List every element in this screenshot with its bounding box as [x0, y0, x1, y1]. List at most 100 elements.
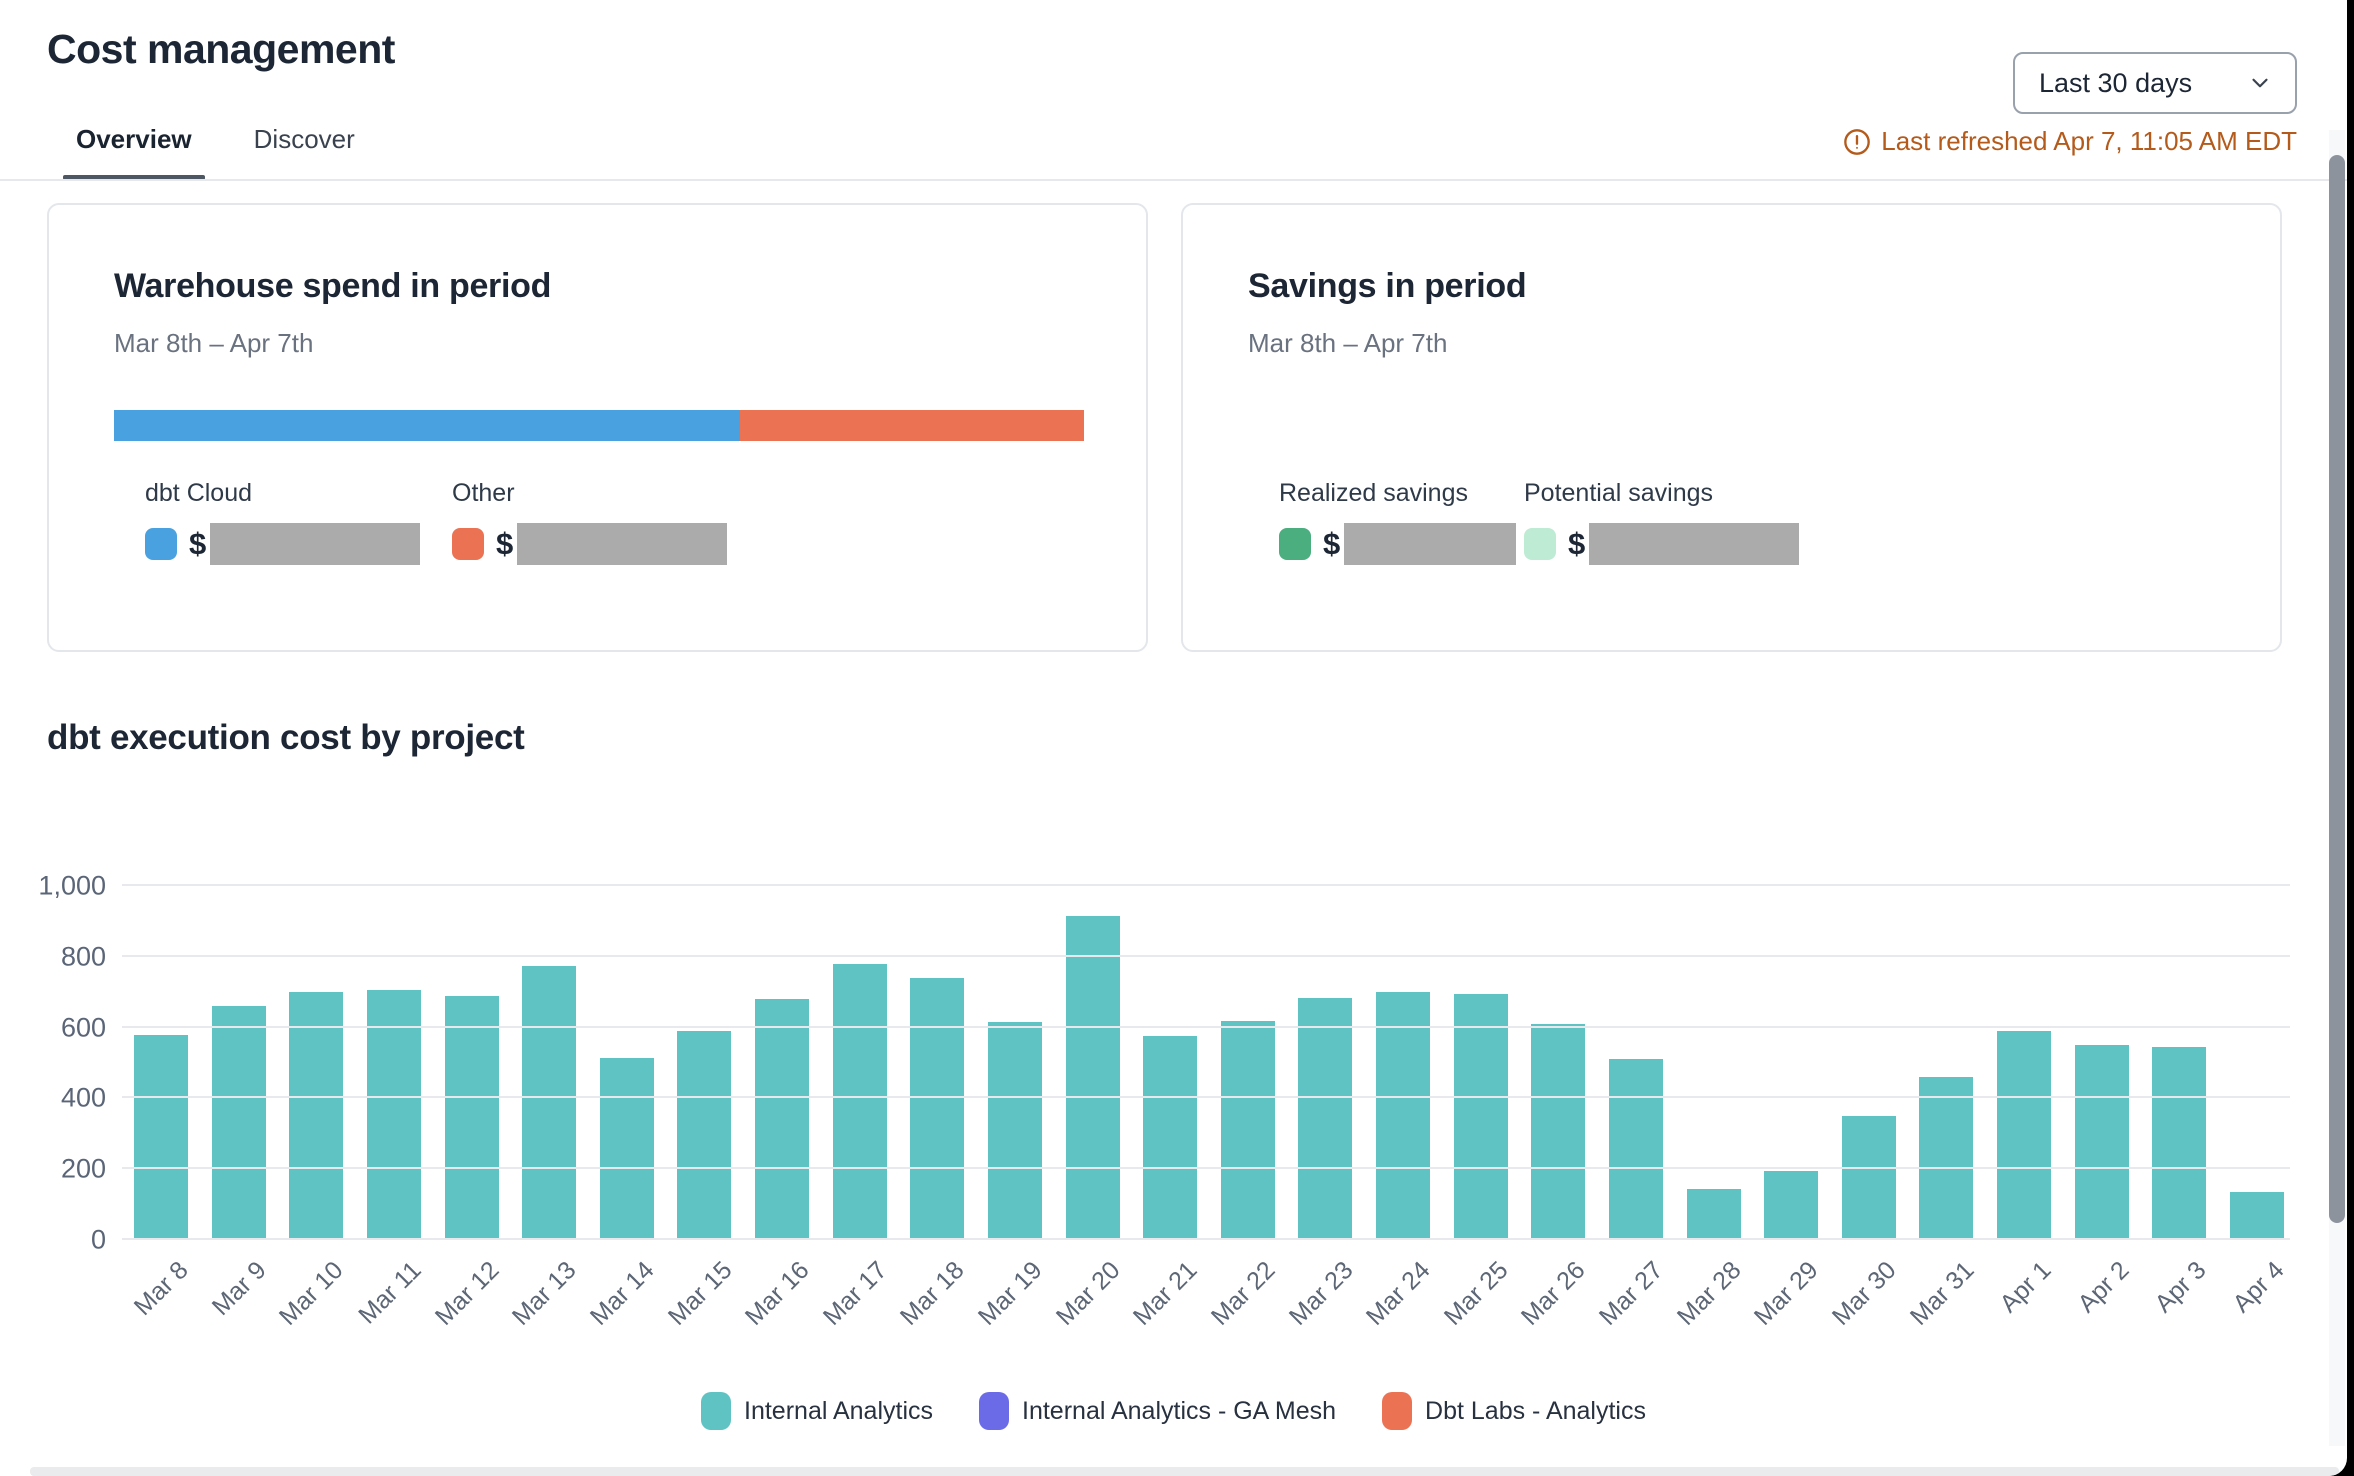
legend-label: Other — [452, 479, 515, 507]
bar-mar-16[interactable] — [755, 999, 809, 1240]
tab-overview[interactable]: Overview — [63, 124, 205, 180]
x-axis-tick: Apr 1 — [1995, 1240, 2057, 1320]
chart-legend-item[interactable]: Internal Analytics - GA Mesh — [979, 1392, 1336, 1430]
legend-label: Internal Analytics - GA Mesh — [1022, 1396, 1337, 1425]
chart-title: dbt execution cost by project — [47, 718, 525, 757]
x-axis-tick: Mar 25 — [1439, 1240, 1514, 1331]
bar-apr-4[interactable] — [2229, 1192, 2284, 1240]
gridline — [122, 1167, 2290, 1170]
x-axis-tick-label: Mar 23 — [1283, 1256, 1359, 1331]
bar-mar-10[interactable] — [289, 992, 344, 1240]
chart-legend: Internal Analytics Internal Analytics - G… — [0, 1392, 2347, 1430]
x-axis-tick: Mar 10 — [274, 1240, 349, 1331]
alert-circle-icon — [1844, 128, 1871, 155]
x-axis-tick-label: Mar 28 — [1671, 1256, 1747, 1331]
currency-symbol: $ — [496, 526, 514, 561]
x-axis-tick: Mar 15 — [662, 1240, 737, 1331]
last-refreshed-text: Last refreshed Apr 7, 11:05 AM EDT — [1881, 126, 2297, 156]
bar-apr-3[interactable] — [2152, 1047, 2207, 1240]
x-axis-tick-label: Mar 31 — [1904, 1256, 1980, 1331]
x-axis-tick-label: Apr 1 — [1994, 1256, 2057, 1319]
y-axis-tick-label: 800 — [60, 941, 106, 972]
x-axis-tick: Mar 16 — [740, 1240, 815, 1331]
redacted-value — [1344, 523, 1517, 565]
chart-x-axis: Mar 8 Mar 9 Mar 10 Mar 11 Mar 12 Mar 13 Mar 14… — [122, 1240, 2290, 1331]
bar-mar-12[interactable] — [444, 995, 499, 1240]
bar-mar-28[interactable] — [1686, 1188, 1741, 1240]
x-axis-tick: Mar 22 — [1206, 1240, 1281, 1331]
y-axis-tick-label: 1,000 — [38, 870, 106, 901]
tab-bar-divider — [0, 179, 2347, 181]
bar-mar-30[interactable] — [1841, 1116, 1896, 1240]
x-axis-tick: Mar 26 — [1516, 1240, 1591, 1331]
x-axis-tick-label: Mar 11 — [353, 1256, 427, 1330]
vertical-scrollbar-thumb[interactable] — [2329, 155, 2345, 1223]
date-range-value: Last 30 days — [2039, 67, 2193, 98]
x-axis-tick-label: Apr 4 — [2227, 1256, 2290, 1319]
bar-apr-1[interactable] — [1997, 1031, 2051, 1240]
spend-segment-dbt-cloud — [114, 410, 740, 441]
x-axis-tick-label: Mar 9 — [206, 1256, 272, 1321]
spend-segment-other — [739, 410, 1084, 441]
currency-symbol: $ — [1568, 526, 1586, 561]
bar-mar-20[interactable] — [1065, 916, 1120, 1240]
chart-legend-item[interactable]: Dbt Labs - Analytics — [1382, 1392, 1646, 1430]
x-axis-tick: Mar 28 — [1671, 1240, 1746, 1331]
bar-mar-25[interactable] — [1453, 993, 1508, 1240]
gridline — [122, 954, 2290, 957]
bar-mar-19[interactable] — [987, 1022, 1042, 1240]
bar-mar-27[interactable] — [1608, 1059, 1663, 1240]
bar-mar-31[interactable] — [1919, 1077, 1974, 1240]
bar-mar-29[interactable] — [1764, 1170, 1819, 1240]
currency-symbol: $ — [189, 526, 207, 561]
x-axis-tick-label: Mar 8 — [128, 1256, 194, 1321]
spend-legend: dbt Cloud $ Other $ — [114, 477, 1081, 565]
x-axis-tick: Mar 9 — [206, 1240, 271, 1321]
gridline — [122, 1238, 2290, 1240]
bar-mar-17[interactable] — [832, 963, 887, 1240]
x-axis-tick: Apr 3 — [2150, 1240, 2212, 1320]
execution-cost-chart: Mar 8 Mar 9 Mar 10 Mar 11 Mar 12 Mar 13 Mar 14… — [38, 871, 2290, 1331]
bar-mar-22[interactable] — [1220, 1020, 1275, 1240]
bar-apr-2[interactable] — [2074, 1045, 2129, 1240]
chevron-down-icon — [2252, 78, 2268, 88]
other-swatch — [452, 528, 484, 560]
bar-mar-8[interactable] — [134, 1034, 188, 1240]
tab-bar: Overview Discover — [63, 124, 368, 180]
x-axis-tick-label: Mar 15 — [662, 1256, 738, 1331]
x-axis-tick: Mar 14 — [585, 1240, 660, 1331]
date-range-dropdown[interactable]: Last 30 days — [2013, 52, 2297, 114]
horizontal-scrollbar[interactable] — [30, 1467, 2339, 1476]
x-axis-tick: Apr 4 — [2228, 1240, 2290, 1320]
x-axis-tick-label: Mar 10 — [274, 1256, 350, 1331]
x-axis-tick-label: Mar 22 — [1205, 1256, 1281, 1331]
x-axis-tick: Mar 20 — [1050, 1240, 1125, 1331]
legend-swatch — [701, 1392, 732, 1430]
chart-legend-item[interactable]: Internal Analytics — [701, 1392, 933, 1430]
x-axis-tick-label: Mar 17 — [817, 1256, 893, 1331]
bar-mar-13[interactable] — [522, 965, 577, 1240]
bar-mar-15[interactable] — [677, 1031, 732, 1240]
x-axis-tick: Mar 23 — [1283, 1240, 1358, 1331]
bar-mar-9[interactable] — [211, 1006, 266, 1240]
bar-mar-23[interactable] — [1298, 997, 1353, 1240]
x-axis-tick: Mar 29 — [1749, 1240, 1824, 1331]
legend-label: Potential savings — [1524, 479, 1714, 507]
bar-mar-21[interactable] — [1143, 1036, 1198, 1240]
realized-savings-swatch — [1279, 528, 1311, 560]
redacted-value — [210, 523, 421, 565]
x-axis-tick: Mar 24 — [1361, 1240, 1436, 1331]
tab-discover[interactable]: Discover — [253, 124, 355, 154]
chart-bars — [122, 886, 2290, 1240]
card-title: Savings in period — [1248, 267, 1527, 305]
legend-label: Internal Analytics — [744, 1396, 934, 1425]
bar-mar-14[interactable] — [599, 1057, 654, 1240]
x-axis-tick-label: Mar 18 — [895, 1256, 971, 1331]
x-axis-tick-label: Mar 27 — [1593, 1256, 1669, 1331]
legend-label: dbt Cloud — [145, 479, 253, 507]
bar-mar-11[interactable] — [366, 990, 421, 1240]
bar-mar-24[interactable] — [1376, 992, 1430, 1240]
bar-mar-18[interactable] — [910, 978, 965, 1240]
bar-mar-26[interactable] — [1531, 1024, 1586, 1240]
gridline — [122, 884, 2290, 886]
